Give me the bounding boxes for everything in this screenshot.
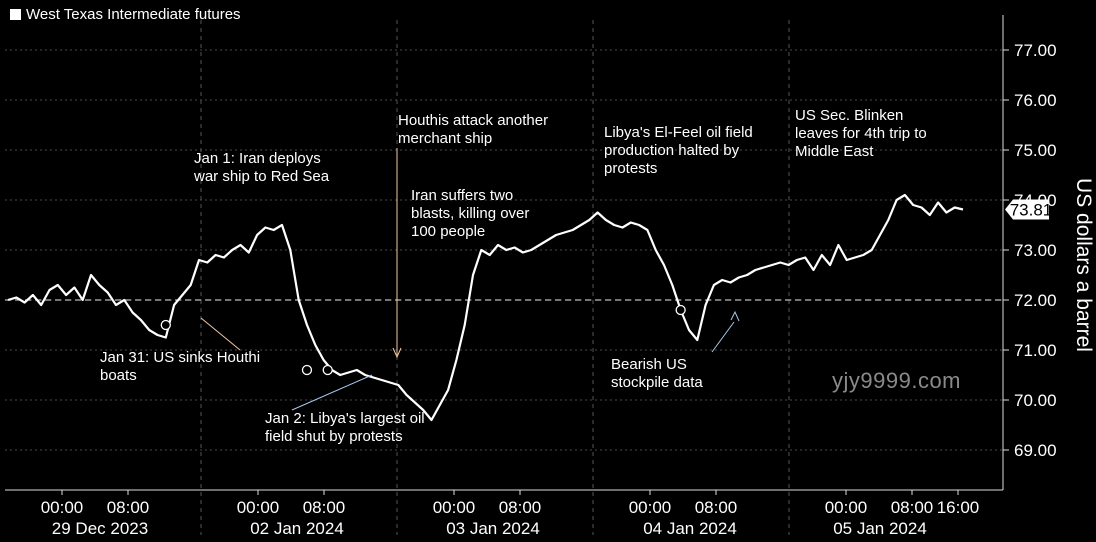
annotation-leader: [292, 375, 372, 410]
event-marker: [323, 366, 332, 375]
x-day-label: 05 Jan 2024: [833, 519, 927, 538]
watermark: yjy9999.com: [832, 368, 961, 394]
annotation-el-feel: Libya's El-Feel oil field production hal…: [604, 124, 753, 178]
x-day-label: 04 Jan 2024: [643, 519, 737, 538]
x-tick-label: 00:00: [41, 498, 84, 517]
x-tick-label: 00:00: [237, 498, 280, 517]
y-tick-label: 69.00: [1014, 441, 1057, 460]
x-tick-label: 08:00: [695, 498, 738, 517]
annotation-libya-field-shut: Jan 2: Libya's largest oil field shut by…: [265, 410, 425, 446]
y-tick-label: 76.00: [1014, 91, 1057, 110]
annotation-bearish-stockpile: Bearish US stockpile data: [611, 356, 703, 392]
x-day-label: 29 Dec 2023: [52, 519, 148, 538]
y-tick-label: 73.00: [1014, 241, 1057, 260]
x-day-label: 03 Jan 2024: [446, 519, 540, 538]
x-tick-label: 00:00: [629, 498, 672, 517]
x-tick-label: 08:00: [303, 498, 346, 517]
x-tick-label: 08:00: [107, 498, 150, 517]
y-tick-label: 77.00: [1014, 41, 1057, 60]
annotation-arrowhead: [731, 312, 739, 321]
event-marker: [302, 366, 311, 375]
y-axis-title-text: US dollars a barrel: [1071, 178, 1095, 352]
annotation-leader: [712, 322, 734, 352]
x-tick-label: 00:00: [433, 498, 476, 517]
y-tick-label: 71.00: [1014, 341, 1057, 360]
last-value-label: 73.81: [1010, 201, 1053, 220]
x-tick-label: 08:00: [891, 498, 934, 517]
event-marker: [161, 321, 170, 330]
x-tick-label: 08:00: [499, 498, 542, 517]
annotation-iran-blasts: Iran suffers two blasts, killing over 10…: [411, 187, 529, 241]
legend-label: West Texas Intermediate futures: [26, 6, 241, 23]
y-axis-title: US dollars a barrel: [1068, 160, 1096, 370]
x-tick-label: 00:00: [825, 498, 868, 517]
annotation-houthis-attack: Houthis attack another merchant ship: [398, 112, 548, 148]
annotation-us-sinks-houthi: Jan 31: US sinks Houthi boats: [100, 349, 260, 385]
annotation-iran-warship: Jan 1: Iran deploys war ship to Red Sea: [194, 150, 329, 186]
event-marker: [676, 306, 685, 315]
x-tick-label: 16:00: [937, 498, 980, 517]
legend: West Texas Intermediate futures: [10, 6, 241, 23]
annotation-leader: [201, 318, 240, 350]
y-tick-label: 70.00: [1014, 391, 1057, 410]
x-day-label: 02 Jan 2024: [250, 519, 344, 538]
legend-swatch: [10, 9, 21, 20]
y-tick-label: 72.00: [1014, 291, 1057, 310]
annotation-blinken: US Sec. Blinken leaves for 4th trip to M…: [795, 107, 927, 161]
y-tick-label: 75.00: [1014, 141, 1057, 160]
